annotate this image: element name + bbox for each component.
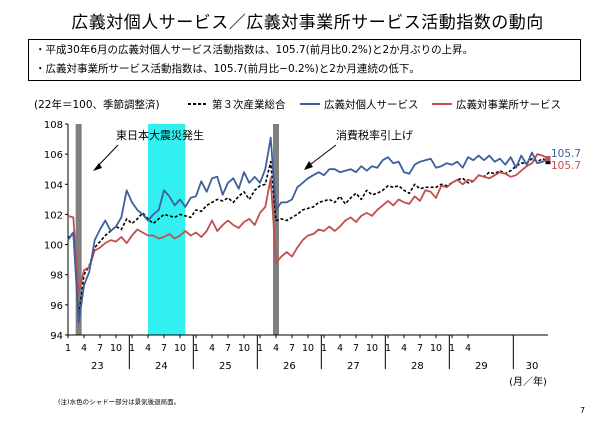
x-tick-label: 1 bbox=[65, 343, 71, 354]
x-tick-label: 7 bbox=[97, 343, 103, 354]
y-tick-label: 104 bbox=[44, 180, 63, 191]
x-tick-label: 10 bbox=[238, 343, 250, 354]
x-tick-label: 4 bbox=[145, 343, 151, 354]
series-end-point-0 bbox=[545, 159, 551, 165]
year-label: 24 bbox=[155, 361, 168, 372]
x-tick-label: 1 bbox=[129, 343, 135, 354]
x-tick-label: 1 bbox=[321, 343, 327, 354]
series-line-0 bbox=[67, 157, 549, 318]
footnote: (注)水色のシャドー部分は景気後退局面。 bbox=[58, 398, 181, 406]
x-tick-label: 7 bbox=[417, 343, 423, 354]
legend-label-0: 第３次産業総合 bbox=[212, 98, 286, 111]
x-tick-label: 7 bbox=[161, 343, 167, 354]
x-tick-label: 1 bbox=[385, 343, 391, 354]
annotation-earthquake: 東日本大震災発生 bbox=[116, 128, 204, 142]
x-tick-label: 10 bbox=[110, 343, 122, 354]
annotation-tax-hike: 消費税率引上げ bbox=[336, 128, 413, 142]
year-label: 23 bbox=[91, 361, 104, 372]
y-tick-label: 102 bbox=[44, 210, 63, 221]
x-tick-label: 4 bbox=[273, 343, 279, 354]
y-tick-label: 106 bbox=[44, 150, 63, 161]
year-label: 28 bbox=[411, 361, 424, 372]
x-tick-label: 4 bbox=[81, 343, 87, 354]
page-number: 7 bbox=[580, 406, 586, 415]
x-tick-label: 10 bbox=[430, 343, 442, 354]
event-layer bbox=[75, 124, 279, 335]
x-tick-label: 4 bbox=[337, 343, 343, 354]
y-tick-label: 96 bbox=[50, 301, 63, 312]
event-bar-1 bbox=[273, 124, 279, 335]
x-tick-label: 7 bbox=[225, 343, 231, 354]
x-tick-label: 1 bbox=[257, 343, 263, 354]
year-label: 27 bbox=[347, 361, 360, 372]
series-end-point-2 bbox=[545, 156, 551, 162]
x-tick-label: 7 bbox=[353, 343, 359, 354]
annotation-arrowhead-earthquake bbox=[93, 163, 102, 171]
end-label-personal: 105.7 bbox=[551, 148, 581, 160]
series-line-1 bbox=[67, 136, 549, 324]
x-tick-label: 4 bbox=[401, 343, 407, 354]
x-tick-label: 4 bbox=[209, 343, 215, 354]
y-tick-label: 100 bbox=[44, 241, 63, 252]
year-label: 26 bbox=[283, 361, 296, 372]
year-label: 29 bbox=[475, 361, 488, 372]
x-tick-label: 10 bbox=[174, 343, 186, 354]
y-tick-label: 98 bbox=[50, 271, 63, 282]
legend-label-1: 広義対個人サービス bbox=[324, 98, 419, 111]
x-tick-label: 10 bbox=[366, 343, 378, 354]
page-title: 広義対個人サービス／広義対事業所サービス活動指数の動向 bbox=[71, 13, 544, 33]
recession-shade bbox=[148, 124, 186, 335]
annotation-arrow-tax-hike bbox=[306, 144, 337, 168]
y-tick-label: 108 bbox=[44, 120, 63, 131]
x-tick-label: 4 bbox=[465, 343, 471, 354]
x-tick-label: 1 bbox=[449, 343, 455, 354]
year-label: 30 bbox=[526, 361, 539, 372]
x-tick-label: 10 bbox=[302, 343, 314, 354]
axis-unit-label: (月／年) bbox=[509, 375, 547, 388]
summary-box: ・平成30年6月の広義対個人サービス活動指数は、105.7(前月比0.2%)と2… bbox=[28, 39, 581, 81]
legend-label-2: 広義対事業所サービス bbox=[456, 98, 561, 111]
series-line-2 bbox=[67, 153, 549, 294]
x-tick-label: 7 bbox=[289, 343, 295, 354]
annotation-arrowhead-tax-hike bbox=[304, 161, 313, 170]
series-layer bbox=[67, 136, 551, 324]
legend-note: (22年＝100、季節調整済) bbox=[34, 98, 160, 111]
y-tick-label: 94 bbox=[50, 331, 63, 342]
end-label-business: 105.7 bbox=[551, 160, 581, 172]
summary-line-personal: ・平成30年6月の広義対個人サービス活動指数は、105.7(前月比0.2%)と2… bbox=[35, 44, 474, 56]
event-bar-0 bbox=[75, 124, 82, 335]
summary-line-business: ・広義対事業所サービス活動指数は、105.7(前月比−0.2%)と2か月連続の低… bbox=[35, 63, 420, 75]
x-tick-label: 1 bbox=[193, 343, 199, 354]
year-label: 25 bbox=[219, 361, 232, 372]
